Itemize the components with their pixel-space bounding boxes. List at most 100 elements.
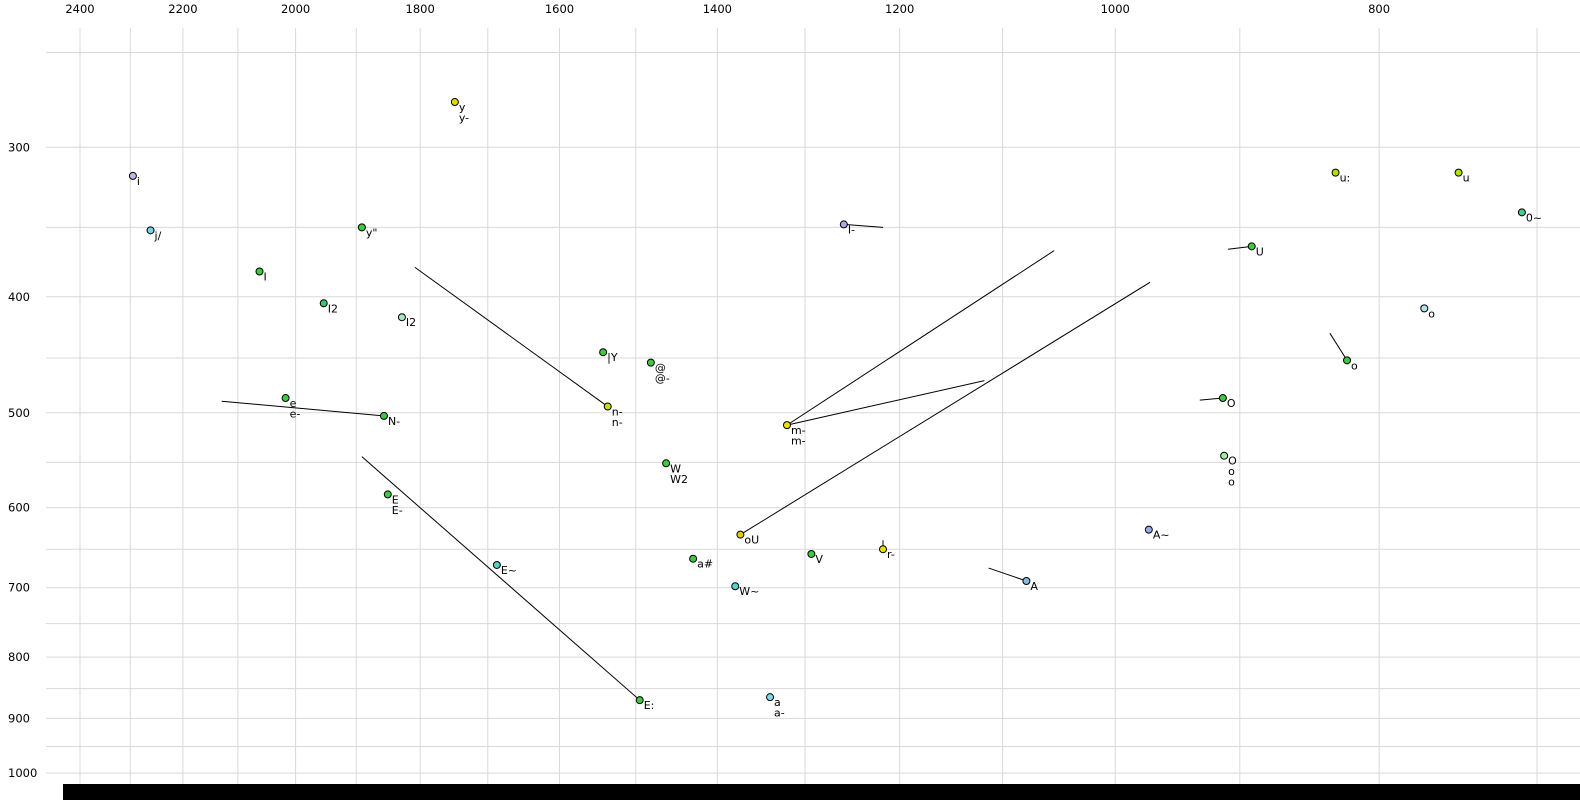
point-label-n: N- [388,415,400,428]
point-label-v: V [815,553,823,566]
data-point-ou [736,530,745,539]
data-point-o [1343,356,1352,365]
data-point-u [1247,242,1256,251]
data-point-e [383,490,392,499]
point-label-a: a- [774,707,785,720]
connector-line [843,223,884,228]
point-label-pt: @- [655,372,670,385]
data-point-e [635,696,644,705]
y-tick-label: 300 [8,140,30,154]
bottom-edge-bar [63,784,1580,800]
point-label-e: E- [392,504,403,517]
data-point-u [1454,168,1463,177]
point-label-y: y" [366,226,378,239]
connector-line [414,266,609,407]
data-point-a [689,554,698,563]
point-label-m: m- [791,435,806,448]
data-point-i [839,220,848,229]
point-label-i: I- [848,223,855,236]
point-label-m: m- [791,424,806,437]
data-point-0 [1517,208,1526,217]
y-tick-label: 800 [8,650,30,664]
point-label-w: W [670,462,681,475]
point-label-r: r- [887,548,895,561]
y-tick-label: 1000 [8,766,37,780]
point-label-u: u: [1340,172,1351,185]
connector-line [221,400,385,417]
data-point-w [662,459,671,468]
data-point-m [782,421,791,430]
point-label-0: 0~ [1526,211,1542,224]
data-point-y [599,348,608,357]
data-point-e [281,394,290,403]
point-label-o: O [1228,455,1237,468]
data-point-a [766,693,775,702]
data-point-i2 [397,313,406,322]
data-point-o [1420,304,1429,313]
data-point-pt [646,358,655,367]
point-label-pt: @ [655,362,666,375]
data-point-o [1220,451,1229,460]
connector-line [988,567,1027,582]
point-label-i: I [263,271,266,284]
data-point-n [603,402,612,411]
point-label-o: o [1351,359,1358,372]
connector-line [786,250,1055,426]
point-label-e: e- [290,408,301,421]
x-tick-label: 1000 [1101,2,1130,16]
data-point-w [731,582,740,591]
data-point-j [146,226,155,235]
data-point-a [1022,577,1031,586]
point-label-o: o [1428,307,1435,320]
point-label-u: U [1256,245,1264,258]
point-label-a: A [1030,580,1038,593]
connector-line [1329,332,1348,361]
point-label-a: a# [697,558,713,571]
point-label-e: E [392,493,399,506]
point-label-o: o [1228,465,1235,478]
point-label-e: E: [644,699,655,712]
data-point-r [879,545,888,554]
point-label-e: E~ [501,564,517,577]
point-label-i2: I2 [328,302,338,315]
data-point-y [450,98,459,107]
y-tick-label: 700 [8,581,30,595]
y-tick-label: 900 [8,711,30,725]
connector-line [786,380,985,426]
point-label-j: j/ [154,229,162,242]
data-point-y [357,223,366,232]
data-point-n [379,411,388,420]
connector-line [740,281,1151,536]
x-tick-label: 2400 [65,2,94,16]
data-point-u [1331,168,1340,177]
point-label-y: y- [459,112,469,125]
x-tick-label: 1800 [406,2,435,16]
data-point-o [1218,394,1227,403]
y-tick-label: 500 [8,406,30,420]
point-label-n: n- [612,416,623,429]
x-tick-label: 800 [1368,2,1390,16]
x-tick-label: 2000 [281,2,310,16]
data-point-v [807,549,816,558]
y-tick-label: 400 [8,290,30,304]
x-tick-label: 1200 [885,2,914,16]
point-label-w: W~ [739,585,759,598]
point-label-o: O [1227,397,1236,410]
data-point-i [255,267,264,276]
point-label-y: |Y [607,351,618,364]
point-label-e: e [290,397,297,410]
y-tick-label: 600 [8,501,30,515]
x-tick-label: 1600 [545,2,574,16]
point-label-a: A~ [1153,529,1170,542]
x-tick-label: 2200 [168,2,197,16]
point-label-y: y [459,101,466,114]
x-tick-label: 1400 [703,2,732,16]
data-point-a [1144,525,1153,534]
point-label-i2: I2 [406,316,416,329]
data-point-i [128,171,137,180]
data-point-i2 [319,299,328,308]
point-label-o: o [1228,476,1235,489]
point-label-n: n- [612,406,623,419]
